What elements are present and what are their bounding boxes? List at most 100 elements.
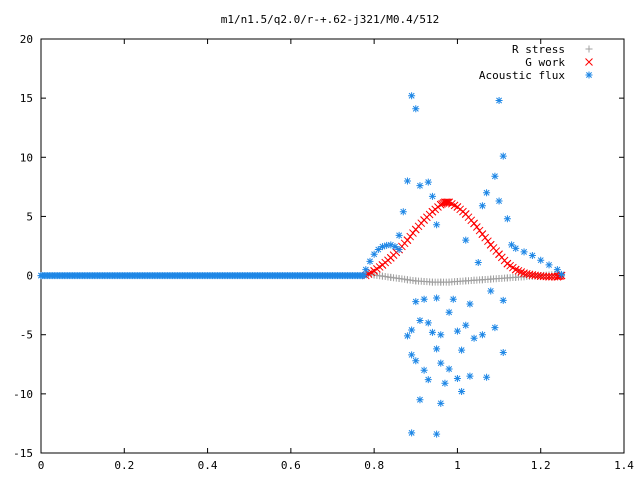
legend-label: Acoustic flux: [479, 69, 565, 82]
plot-area: [37, 92, 566, 438]
data-point: [395, 231, 403, 239]
data-point: [366, 257, 374, 265]
data-point: [484, 237, 492, 246]
legend-marker: [585, 71, 593, 79]
axes: 0 0.2 0.4 0.6 0.8 1 1.2 1.4 -15 -10 -5 0 5 10 15 20: [13, 33, 634, 472]
data-point: [370, 250, 378, 258]
data-point: [483, 189, 491, 197]
data-point: [378, 243, 386, 251]
data-point: [424, 376, 432, 384]
data-point: [416, 396, 424, 404]
data-point: [408, 326, 416, 334]
data-point: [472, 223, 481, 231]
data-point: [362, 266, 370, 274]
y-tick-label: 5: [26, 210, 33, 223]
data-point: [441, 379, 449, 387]
data-point: [37, 272, 45, 280]
data-point: [491, 324, 499, 332]
data-point: [387, 241, 395, 249]
data-point: [403, 177, 411, 185]
plot-frame: [40, 38, 625, 454]
data-point: [437, 359, 445, 367]
legend-label: G work: [525, 56, 565, 69]
data-point: [462, 321, 470, 329]
data-point: [495, 197, 503, 205]
data-point: [408, 92, 416, 100]
data-point: [558, 270, 566, 278]
data-point: [453, 374, 461, 382]
data-point: [403, 236, 412, 245]
data-point: [453, 327, 461, 335]
data-point: [399, 208, 407, 216]
x-tick-label: 0.2: [114, 459, 134, 472]
data-point: [514, 266, 523, 275]
data-point: [478, 230, 487, 238]
x-tick-label: 0.6: [281, 459, 301, 472]
data-point: [511, 265, 520, 274]
legend-marker: [585, 45, 593, 53]
data-point: [503, 215, 511, 223]
data-point: [403, 332, 411, 340]
data-point: [383, 241, 391, 249]
data-point: [478, 202, 486, 210]
data-point: [406, 232, 415, 241]
data-point: [499, 348, 507, 356]
series-g-work: [361, 198, 566, 281]
data-point: [424, 178, 432, 186]
data-point: [495, 97, 503, 105]
data-point: [442, 198, 451, 207]
data-point: [420, 295, 428, 303]
data-point: [470, 334, 478, 342]
data-point: [408, 351, 416, 359]
data-point: [437, 331, 445, 339]
data-point: [391, 243, 399, 251]
data-point: [470, 219, 478, 228]
data-point: [545, 261, 553, 269]
data-point: [395, 246, 403, 254]
y-tick-label: 20: [20, 33, 33, 46]
data-point: [443, 198, 452, 207]
x-tick-label: 0.4: [198, 459, 218, 472]
data-point: [416, 182, 424, 190]
series-acoustic-flux: [37, 92, 566, 438]
data-point: [542, 272, 551, 281]
data-point: [520, 248, 528, 256]
data-point: [374, 246, 382, 254]
data-point: [517, 268, 526, 276]
data-point: [547, 272, 556, 281]
data-point: [424, 319, 432, 327]
x-tick-label: 1.4: [614, 459, 634, 472]
chart-title: m1/n1.5/q2.0/r-+.62-j321/M0.4/512: [221, 13, 440, 26]
data-point: [528, 251, 536, 259]
data-point: [499, 296, 507, 304]
data-point: [428, 192, 436, 200]
data-point: [420, 366, 428, 374]
data-point: [537, 256, 545, 264]
data-point: [428, 328, 436, 336]
x-tick-label: 0.8: [364, 459, 384, 472]
data-point: [458, 387, 466, 395]
data-point: [445, 308, 453, 316]
y-tick-label: 0: [26, 270, 33, 283]
data-point: [445, 365, 453, 373]
data-point: [437, 399, 445, 407]
data-point: [412, 105, 420, 113]
data-point: [416, 317, 424, 325]
x-tick-label: 0: [38, 459, 45, 472]
data-point: [433, 294, 441, 302]
data-point: [483, 373, 491, 381]
data-point: [491, 172, 499, 180]
data-point: [553, 266, 561, 274]
data-point: [474, 259, 482, 267]
data-point: [499, 152, 507, 160]
legend-marker: [585, 58, 593, 66]
y-tick-label: -15: [13, 447, 33, 460]
x-tick-label: 1: [454, 459, 461, 472]
data-point: [409, 229, 417, 237]
y-tick-label: 15: [20, 92, 33, 105]
data-point: [433, 430, 441, 438]
data-point: [433, 345, 441, 353]
data-point: [545, 272, 553, 281]
data-point: [458, 346, 466, 354]
